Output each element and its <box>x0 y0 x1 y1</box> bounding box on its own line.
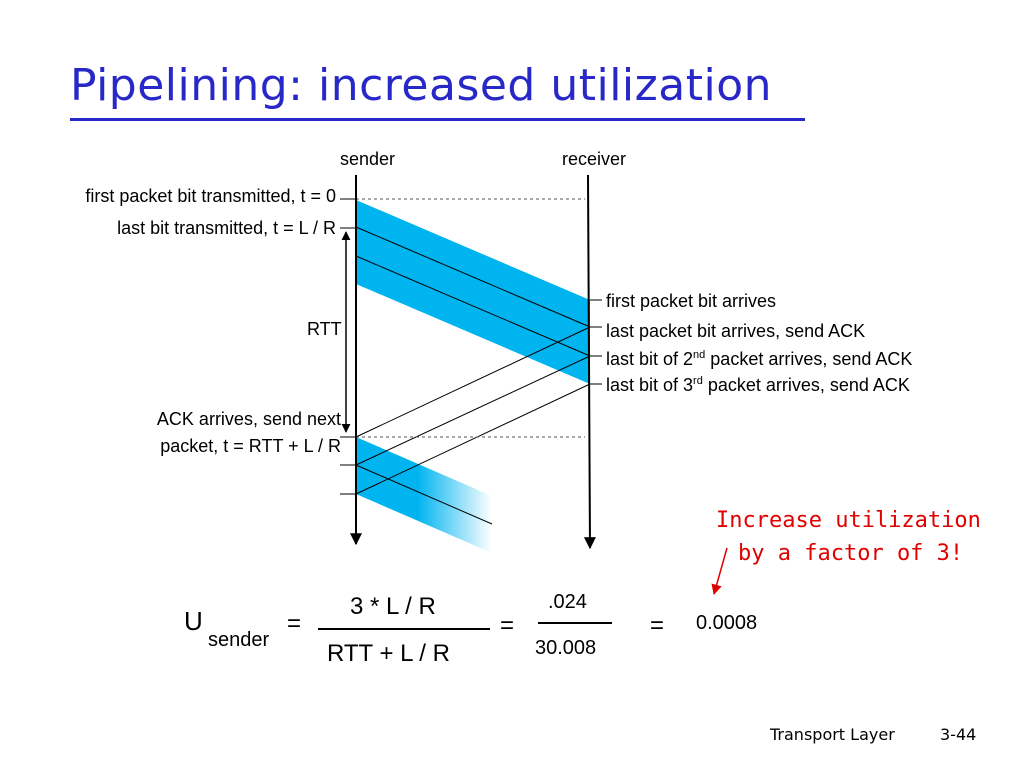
ack-arrives-label-line2: packet, t = RTT + L / R <box>160 436 341 456</box>
fraction2-numerator: .024 <box>548 591 587 613</box>
utilization-symbol: U <box>184 606 203 636</box>
first-bit-transmitted-label: first packet bit transmitted, t = 0 <box>85 186 336 206</box>
packet-band-1-3 <box>356 200 590 384</box>
last-bit-arrives-label: last packet bit arrives, send ACK <box>606 321 866 341</box>
footer-page-number: 3-44 <box>940 725 977 744</box>
fraction1-bar <box>318 628 490 630</box>
ack-arrives-label-line1: ACK arrives, send next <box>156 409 341 429</box>
third-packet-arrives-label: last bit of 3rd packet arrives, send ACK <box>606 375 910 395</box>
equals-sign-1: = <box>287 610 302 637</box>
fraction2-bar <box>538 622 612 624</box>
slide-title: Pipelining: increased utilization <box>70 60 773 111</box>
second-packet-arrives-label: last bit of 2nd packet arrives, send ACK <box>606 349 913 369</box>
ack-line-1 <box>355 326 591 438</box>
receiver-label: receiver <box>562 149 627 169</box>
first-bit-arrives-label: first packet bit arrives <box>606 291 777 311</box>
packet-boundary-line <box>355 226 591 328</box>
title-underline <box>70 118 805 121</box>
callout-line1: Increase utilization <box>716 508 981 533</box>
ack-line-2 <box>355 355 591 466</box>
fraction2-denominator: 30.008 <box>535 637 597 659</box>
last-bit-transmitted-label: last bit transmitted, t = L / R <box>117 218 336 238</box>
equals-sign-3: = <box>650 612 665 639</box>
equals-sign-2: = <box>500 612 515 639</box>
utilization-result: 0.0008 <box>696 612 758 634</box>
next-packet-boundary-line <box>355 464 493 525</box>
fraction1-denominator: RTT + L / R <box>327 640 450 667</box>
sender-label: sender <box>340 149 396 169</box>
utilization-subscript: sender <box>208 629 270 651</box>
packet-boundary-line <box>355 255 591 357</box>
callout-line2: by a factor of 3! <box>738 541 964 566</box>
callout-arrow <box>711 547 728 596</box>
rtt-label: RTT <box>307 319 342 339</box>
footer-section: Transport Layer <box>770 725 895 744</box>
ack-line-3 <box>355 383 591 495</box>
fraction1-numerator: 3 * L / R <box>350 593 436 620</box>
receiver-timeline <box>583 174 596 550</box>
